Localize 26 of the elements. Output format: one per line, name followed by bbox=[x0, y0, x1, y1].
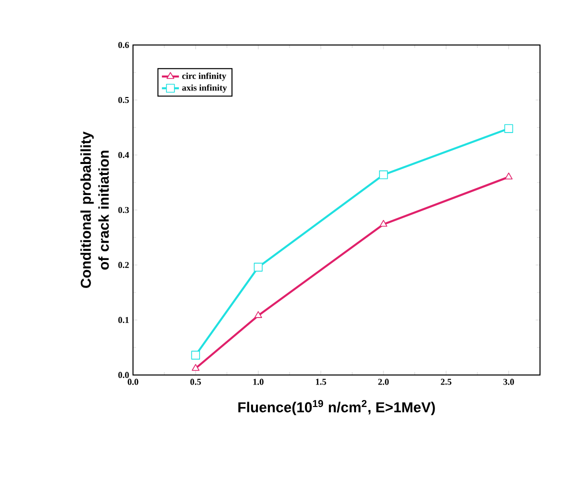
y-axis-title: Conditional probability of crack initiation bbox=[80, 132, 109, 288]
y-tick-label: 0.6 bbox=[118, 42, 129, 48]
y-tick-label: 0.5 bbox=[118, 96, 129, 104]
legend-label: circ infinity bbox=[182, 72, 226, 81]
y-tick-label: 0.3 bbox=[118, 206, 129, 214]
y-tick-label: 0.1 bbox=[118, 316, 129, 324]
x-tick-label: 2.5 bbox=[440, 378, 452, 385]
x-axis-title: Fluence(10$^{19}$ n/cm$^{2}$, E>1MeV) bbox=[238, 400, 435, 416]
x-tick-label: 0.5 bbox=[190, 378, 201, 385]
x-tick-label: 2.0 bbox=[378, 378, 389, 385]
point bbox=[191, 350, 200, 360]
x-tick-label: 3.0 bbox=[503, 378, 514, 385]
point bbox=[504, 124, 514, 133]
y-tick-label: 0.0 bbox=[118, 372, 129, 378]
y-tick-label: 0.2 bbox=[118, 262, 129, 268]
point bbox=[380, 220, 388, 227]
point bbox=[379, 170, 388, 180]
x-tick-label: 1.0 bbox=[253, 378, 264, 385]
point bbox=[254, 262, 263, 272]
x-tick-label: 1.5 bbox=[316, 378, 326, 385]
x-tick-label: 0.0 bbox=[128, 378, 138, 385]
point bbox=[504, 172, 513, 180]
y-tick-label: 0.4 bbox=[118, 152, 130, 158]
point bbox=[192, 364, 200, 371]
point bbox=[254, 311, 262, 318]
legend-label: axis infinity bbox=[182, 84, 227, 93]
